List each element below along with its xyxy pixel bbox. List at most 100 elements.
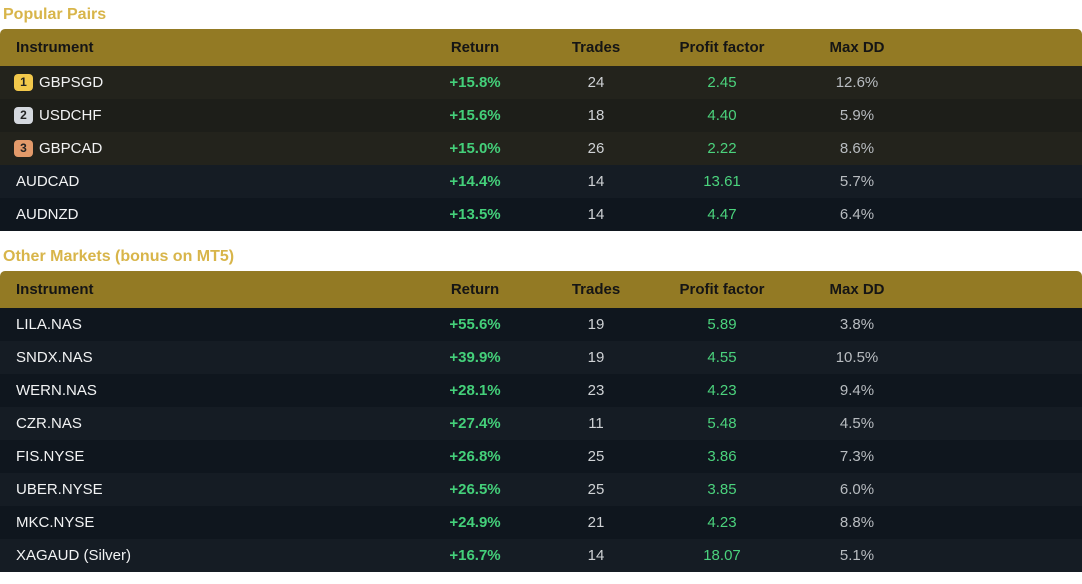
instrument-cell: MKC.NYSE xyxy=(16,506,94,539)
column-header-profit-factor[interactable]: Profit factor xyxy=(679,39,765,56)
profit-factor-cell: 4.40 xyxy=(707,107,737,124)
trades-cell: 11 xyxy=(588,415,604,432)
table-row[interactable]: 2 USDCHF +15.6% 18 4.40 5.9% xyxy=(0,99,1082,132)
return-cell: +13.5% xyxy=(449,206,501,223)
instrument-name: AUDCAD xyxy=(16,173,80,190)
return-cell: +16.7% xyxy=(449,547,501,564)
trades-cell: 19 xyxy=(587,316,605,333)
trades-cell: 23 xyxy=(587,382,605,399)
section-title-popular-pairs: Popular Pairs xyxy=(3,6,107,23)
table-row[interactable]: WERN.NAS +28.1% 23 4.23 9.4% xyxy=(0,374,1082,407)
column-header-trades[interactable]: Trades xyxy=(571,281,621,298)
return-cell: +15.0% xyxy=(449,140,501,157)
table-row[interactable]: XAGAUD (Silver) +16.7% 14 18.07 5.1% xyxy=(0,539,1082,572)
column-header-instrument[interactable]: Instrument xyxy=(16,39,94,56)
instrument-cell: UBER.NYSE xyxy=(16,473,103,506)
instrument-cell: 1 GBPSGD xyxy=(14,66,104,99)
column-header-return[interactable]: Return xyxy=(450,281,500,298)
table-row[interactable]: AUDNZD +13.5% 14 4.47 6.4% xyxy=(0,198,1082,231)
max-dd-cell: 4.5% xyxy=(839,415,875,432)
max-dd-cell: 5.1% xyxy=(839,547,875,564)
profit-factor-cell: 3.85 xyxy=(707,481,737,498)
column-header-instrument[interactable]: Instrument xyxy=(16,281,94,298)
column-header-max-dd[interactable]: Max DD xyxy=(829,281,885,298)
max-dd-cell: 3.8% xyxy=(839,316,875,333)
instrument-name: FIS.NYSE xyxy=(16,448,85,465)
table-row[interactable]: UBER.NYSE +26.5% 25 3.85 6.0% xyxy=(0,473,1082,506)
return-cell: +15.6% xyxy=(449,107,501,124)
instrument-name: GBPSGD xyxy=(39,74,104,91)
table-row[interactable]: 3 GBPCAD +15.0% 26 2.22 8.6% xyxy=(0,132,1082,165)
max-dd-cell: 5.9% xyxy=(839,107,875,124)
return-cell: +27.4% xyxy=(449,415,501,432)
table-row[interactable]: CZR.NAS +27.4% 11 5.48 4.5% xyxy=(0,407,1082,440)
popular-pairs-body: 1 GBPSGD +15.8% 24 2.45 12.6% 2 USDCHF +15.6% 18 4… xyxy=(0,66,1082,231)
table-header: Instrument Return Trades Profit factor M… xyxy=(0,29,1082,66)
instrument-cell: SNDX.NAS xyxy=(16,341,93,374)
instrument-name: USDCHF xyxy=(39,107,102,124)
max-dd-cell: 6.4% xyxy=(839,206,875,223)
column-header-trades[interactable]: Trades xyxy=(571,39,621,56)
trades-cell: 26 xyxy=(587,140,605,157)
table-row[interactable]: FIS.NYSE +26.8% 25 3.86 7.3% xyxy=(0,440,1082,473)
instrument-cell: FIS.NYSE xyxy=(16,440,84,473)
instrument-name: WERN.NAS xyxy=(16,382,97,399)
instrument-name: LILA.NAS xyxy=(16,316,82,333)
section-gap xyxy=(0,231,1082,242)
instrument-name: MKC.NYSE xyxy=(16,514,95,531)
instrument-cell: 2 USDCHF xyxy=(14,99,102,132)
return-cell: +39.9% xyxy=(449,349,501,366)
instrument-name: SNDX.NAS xyxy=(16,349,93,366)
rank-badge: 3 xyxy=(14,140,33,157)
trades-cell: 14 xyxy=(587,206,605,223)
instrument-name: GBPCAD xyxy=(39,140,103,157)
max-dd-cell: 12.6% xyxy=(835,74,879,91)
column-header-return[interactable]: Return xyxy=(450,39,500,56)
return-cell: +28.1% xyxy=(449,382,501,399)
table-row[interactable]: LILA.NAS +55.6% 19 5.89 3.8% xyxy=(0,308,1082,341)
max-dd-cell: 10.5% xyxy=(835,349,879,366)
section-title-other-markets: Other Markets (bonus on MT5) xyxy=(3,248,235,265)
max-dd-cell: 8.6% xyxy=(839,140,875,157)
max-dd-cell: 5.7% xyxy=(839,173,875,190)
max-dd-cell: 6.0% xyxy=(839,481,875,498)
table-header: Instrument Return Trades Profit factor M… xyxy=(0,271,1082,308)
column-header-max-dd[interactable]: Max DD xyxy=(829,39,885,56)
instrument-name: AUDNZD xyxy=(16,206,79,223)
instrument-cell: WERN.NAS xyxy=(16,374,97,407)
max-dd-cell: 8.8% xyxy=(839,514,875,531)
trades-cell: 25 xyxy=(587,481,605,498)
return-cell: +24.9% xyxy=(449,514,501,531)
instrument-cell: CZR.NAS xyxy=(16,407,82,440)
profit-factor-cell: 4.47 xyxy=(707,206,737,223)
trades-cell: 19 xyxy=(587,349,605,366)
profit-factor-cell: 4.55 xyxy=(707,349,737,366)
table-row[interactable]: 1 GBPSGD +15.8% 24 2.45 12.6% xyxy=(0,66,1082,99)
return-cell: +14.4% xyxy=(449,173,501,190)
instrument-cell: LILA.NAS xyxy=(16,308,82,341)
return-cell: +26.8% xyxy=(449,448,501,465)
instrument-cell: AUDCAD xyxy=(16,165,79,198)
rank-badge: 2 xyxy=(14,107,33,124)
table-row[interactable]: MKC.NYSE +24.9% 21 4.23 8.8% xyxy=(0,506,1082,539)
max-dd-cell: 9.4% xyxy=(839,382,875,399)
profit-factor-cell: 4.23 xyxy=(707,382,737,399)
rank-badge: 1 xyxy=(14,74,33,91)
trades-cell: 21 xyxy=(587,514,605,531)
profit-factor-cell: 2.22 xyxy=(707,140,737,157)
column-header-profit-factor[interactable]: Profit factor xyxy=(679,281,765,298)
instrument-cell: AUDNZD xyxy=(16,198,79,231)
instrument-name: UBER.NYSE xyxy=(16,481,103,498)
profit-factor-cell: 13.61 xyxy=(703,173,741,190)
trades-cell: 24 xyxy=(587,74,605,91)
trades-cell: 18 xyxy=(587,107,605,124)
profit-factor-cell: 4.23 xyxy=(707,514,737,531)
max-dd-cell: 7.3% xyxy=(839,448,875,465)
return-cell: +55.6% xyxy=(449,316,501,333)
trades-cell: 25 xyxy=(587,448,605,465)
instrument-name: XAGAUD (Silver) xyxy=(16,547,132,564)
popular-pairs-table: Instrument Return Trades Profit factor M… xyxy=(0,29,1082,231)
return-cell: +26.5% xyxy=(449,481,501,498)
table-row[interactable]: SNDX.NAS +39.9% 19 4.55 10.5% xyxy=(0,341,1082,374)
table-row[interactable]: AUDCAD +14.4% 14 13.61 5.7% xyxy=(0,165,1082,198)
